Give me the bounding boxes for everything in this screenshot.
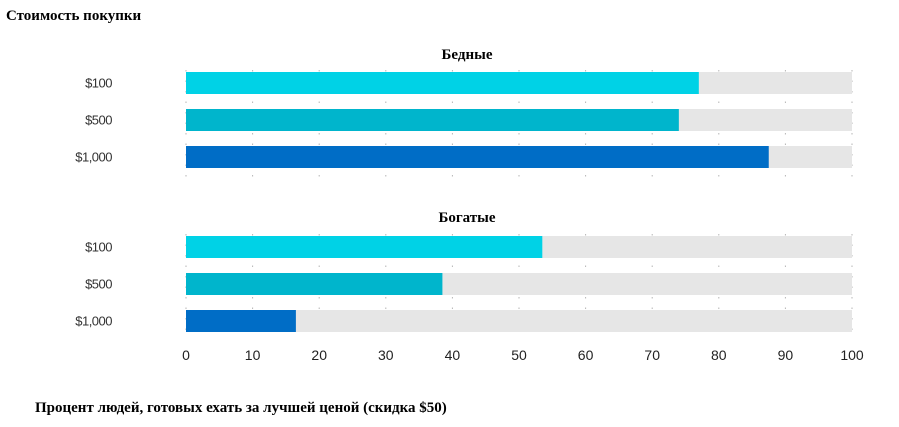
bar <box>186 146 769 168</box>
bar <box>186 310 296 332</box>
category-label: $1,000 <box>75 150 112 165</box>
y-axis-title: Стоимость покупки <box>6 8 142 24</box>
bar <box>186 109 679 131</box>
panel-title-rich: Богатые <box>438 210 495 226</box>
x-axis-title: Процент людей, готовых ехать за лучшей ц… <box>35 400 447 416</box>
x-tick-label: 50 <box>511 347 527 363</box>
bar-background <box>186 310 852 332</box>
x-tick-label: 10 <box>245 347 261 363</box>
x-tick-label: 40 <box>445 347 461 363</box>
panel-title-poor: Бедные <box>442 47 493 63</box>
bar <box>186 72 699 94</box>
bar <box>186 236 543 258</box>
x-tick-label: 70 <box>644 347 660 363</box>
x-tick-label: 100 <box>840 347 864 363</box>
category-label: $100 <box>85 240 112 255</box>
x-tick-label: 60 <box>578 347 594 363</box>
category-label: $1,000 <box>75 314 112 329</box>
x-tick-label: 0 <box>182 347 190 363</box>
x-tick-label: 20 <box>311 347 327 363</box>
x-tick-label: 80 <box>711 347 727 363</box>
x-tick-label: 30 <box>378 347 394 363</box>
bar <box>186 273 443 295</box>
category-label: $100 <box>85 76 112 91</box>
category-label: $500 <box>85 277 112 292</box>
category-label: $500 <box>85 113 112 128</box>
plot-area: $100 $500 $1,000 $100 $500 $1,000 0 10 20 30 40 50 6… <box>75 70 864 363</box>
x-tick-label: 90 <box>778 347 794 363</box>
